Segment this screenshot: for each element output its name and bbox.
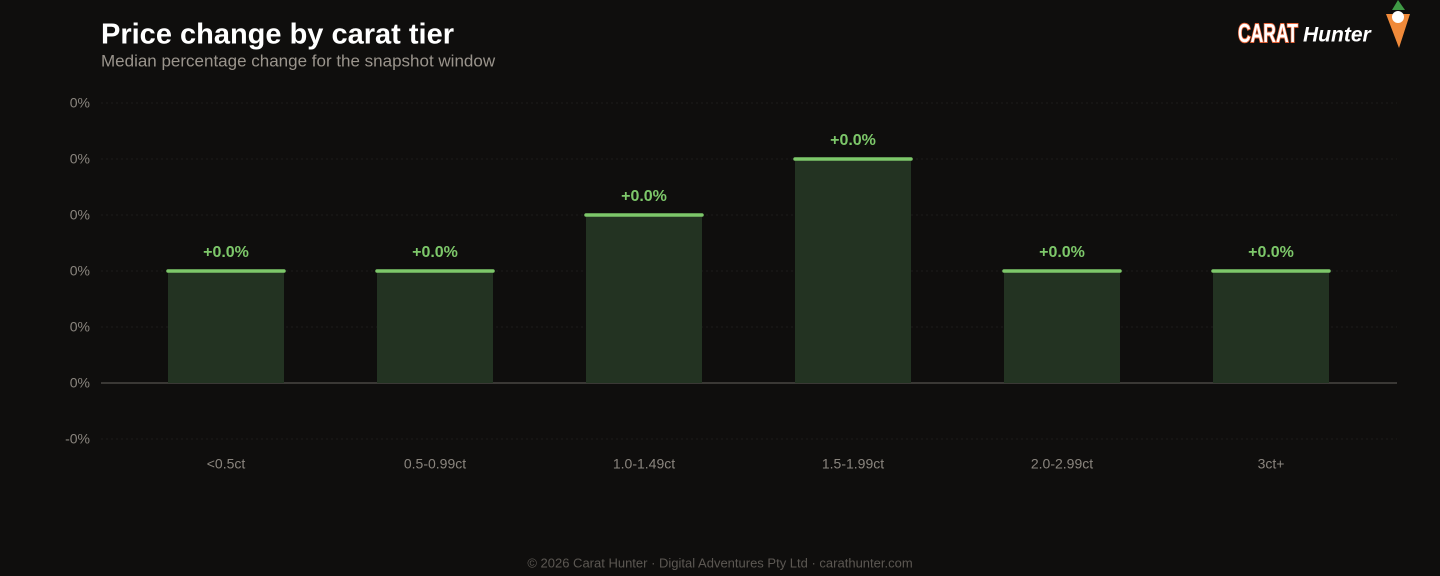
- y-tick-label: 0%: [70, 319, 90, 335]
- bar: [377, 271, 493, 383]
- x-tick-label: 2.0-2.99ct: [1031, 456, 1093, 472]
- logo-brand: CARAT: [1238, 18, 1298, 48]
- value-label: +0.0%: [1039, 244, 1085, 261]
- value-label: +0.0%: [1248, 244, 1294, 261]
- value-label: +0.0%: [203, 244, 249, 261]
- y-tick-label: 0%: [70, 151, 90, 167]
- value-label: +0.0%: [412, 244, 458, 261]
- value-label: +0.0%: [830, 132, 876, 149]
- bar: [1004, 271, 1120, 383]
- chart-subtitle: Median percentage change for the snapsho…: [101, 51, 496, 70]
- chart-title: Price change by carat tier: [101, 19, 454, 51]
- value-label: +0.0%: [621, 188, 667, 205]
- logo: CARAT Hunter: [1237, 0, 1410, 49]
- logo-face: [1392, 11, 1404, 23]
- logo-leaves: [1392, 0, 1405, 10]
- bar: [586, 215, 702, 383]
- bar: [795, 159, 911, 383]
- logo-name: Hunter: [1303, 24, 1372, 47]
- y-tick-label: 0%: [70, 375, 90, 391]
- logo-carrot: [1386, 14, 1410, 48]
- y-tick-label: 0%: [70, 207, 90, 223]
- bar: [1213, 271, 1329, 383]
- x-tick-label: <0.5ct: [207, 456, 246, 472]
- y-tick-label: -0%: [65, 431, 90, 447]
- x-tick-label: 1.0-1.49ct: [613, 456, 675, 472]
- x-tick-label: 0.5-0.99ct: [404, 456, 466, 472]
- footer: © 2026 Carat Hunter · Digital Adventures…: [527, 555, 912, 570]
- x-tick-label: 1.5-1.99ct: [822, 456, 884, 472]
- y-tick-label: 0%: [70, 95, 90, 111]
- x-tick-label: 3ct+: [1258, 456, 1285, 472]
- y-tick-label: 0%: [70, 263, 90, 279]
- bar: [168, 271, 284, 383]
